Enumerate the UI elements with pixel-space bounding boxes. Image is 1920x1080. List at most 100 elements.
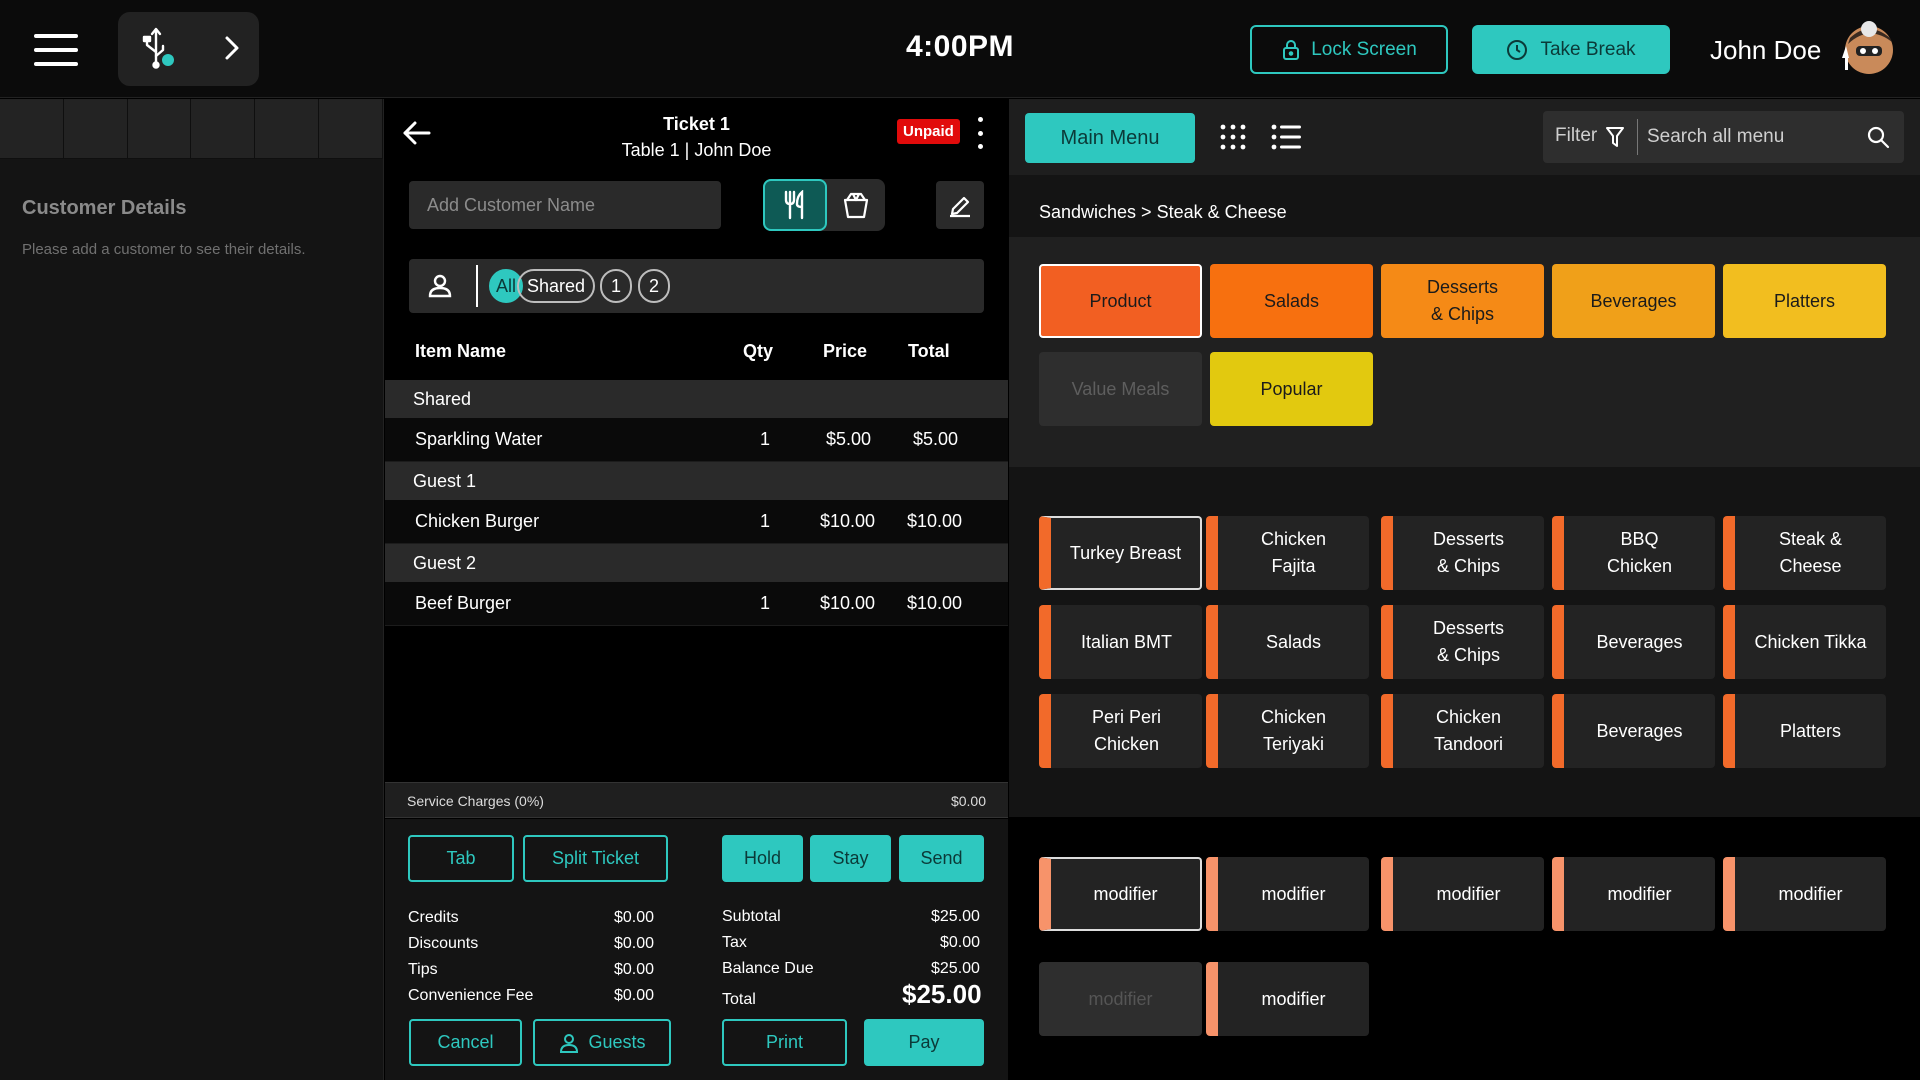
customer-name-input[interactable] [409,181,721,229]
item-total: $5.00 [913,429,959,449]
product-item[interactable]: Chicken Tandoori [1381,694,1544,768]
ticket-panel: Ticket 1 Table 1 | John Doe Unpaid All S… [385,99,1008,1080]
column-item-name: Item Name [415,341,507,361]
modifier-item[interactable]: modifier [1206,962,1369,1036]
category-product[interactable]: Product [1039,264,1202,338]
modifier-item[interactable]: modifier [1039,857,1202,931]
stay-button[interactable]: Stay [810,835,891,882]
modifier-grid: modifier modifier modifier modifier modi… [1009,817,1920,1080]
device-status-box [118,12,259,86]
menu-header: Main Menu Filter [1009,99,1920,175]
quick-tile[interactable] [191,99,256,159]
split-ticket-button[interactable]: Split Ticket [523,835,668,882]
table-row[interactable]: Chicken Burger 1 $10.00 $10.00 [385,500,1008,544]
product-item[interactable]: Desserts & Chips [1381,516,1544,590]
list-view-icon[interactable] [1271,123,1301,151]
credits-label: Credits [408,909,459,926]
credits-value: $0.00 [614,909,655,926]
take-break-button[interactable]: Take Break [1472,25,1670,74]
quick-tile[interactable] [63,99,128,159]
edit-ticket-button[interactable] [936,181,984,229]
hamburger-menu-icon[interactable] [34,34,78,66]
top-bar: 4:00PM Lock Screen Take Break John Doe [0,0,1920,98]
fork-knife-icon [784,190,804,220]
product-item[interactable]: Beverages [1552,694,1715,768]
ticket-title: Ticket 1 [663,114,730,134]
user-name: John Doe [1710,35,1822,65]
more-options-icon[interactable] [975,117,985,149]
category-value-meals[interactable]: Value Meals [1039,352,1202,426]
person-icon [425,271,455,301]
product-item[interactable]: Chicken Tikka [1723,605,1886,679]
cancel-button[interactable]: Cancel [409,1019,522,1066]
chevron-right-icon[interactable] [214,30,250,66]
total-label: Total [722,991,756,1008]
lock-screen-button[interactable]: Lock Screen [1250,25,1448,74]
dine-in-button[interactable] [763,179,827,231]
customer-panel: Customer Details Please add a customer t… [0,99,384,1080]
category-beverages[interactable]: Beverages [1552,264,1715,338]
table-row[interactable]: Beef Burger 1 $10.00 $10.00 [385,582,1008,626]
product-item[interactable]: Salads [1206,605,1369,679]
customer-details-title: Customer Details [22,197,187,219]
pay-button[interactable]: Pay [864,1019,984,1066]
back-arrow-icon[interactable] [399,115,435,151]
tax-value: $0.00 [940,934,981,951]
total-value: $25.00 [902,979,982,1009]
lock-screen-label: Lock Screen [1311,38,1417,60]
product-item[interactable]: BBQ Chicken [1552,516,1715,590]
quick-tile[interactable] [127,99,192,159]
send-button[interactable]: Send [899,835,984,882]
product-item[interactable]: Desserts & Chips [1381,605,1544,679]
product-item[interactable]: Platters [1723,694,1886,768]
guests-button[interactable]: Guests [533,1019,671,1066]
person-icon [560,1033,579,1053]
modifier-item[interactable]: modifier [1206,857,1369,931]
category-popular[interactable]: Popular [1210,352,1373,426]
modifier-item[interactable]: modifier [1381,857,1544,931]
category-desserts-chips[interactable]: Desserts & Chips [1381,264,1544,338]
quick-tile[interactable] [0,99,64,159]
quick-tile[interactable] [319,99,383,159]
product-item[interactable]: Chicken Fajita [1206,516,1369,590]
service-charges-label: Service Charges (0%) [407,793,544,809]
modifier-item[interactable]: modifier [1552,857,1715,931]
group-header: Guest 2 [385,544,1008,582]
search-input[interactable] [1647,119,1857,155]
item-name: Sparkling Water [415,429,543,449]
grid-view-icon[interactable] [1219,123,1247,151]
hold-button[interactable]: Hold [722,835,803,882]
group-header: Shared [385,380,1008,418]
search-icon[interactable] [1865,124,1891,150]
modifier-item[interactable]: modifier [1723,857,1886,931]
category-platters[interactable]: Platters [1723,264,1886,338]
guest-filter-shared[interactable]: Shared [517,269,595,303]
item-name: Chicken Burger [415,511,540,531]
product-item[interactable]: Chicken Teriyaki [1206,694,1369,768]
category-salads[interactable]: Salads [1210,264,1373,338]
filter-icon[interactable] [1605,126,1625,148]
item-qty: 1 [760,511,771,531]
filter-label[interactable]: Filter [1555,125,1598,146]
breadcrumb: Sandwiches > Steak & Cheese [1039,202,1287,222]
product-item[interactable]: Peri Peri Chicken [1039,694,1202,768]
product-item[interactable]: Steak & Cheese [1723,516,1886,590]
product-item[interactable]: Beverages [1552,605,1715,679]
takeout-button[interactable] [827,179,885,231]
table-row[interactable]: Sparkling Water 1 $5.00 $5.00 [385,418,1008,462]
guest-filter-1[interactable]: 1 [600,269,632,303]
print-button[interactable]: Print [722,1019,847,1066]
product-item[interactable]: Italian BMT [1039,605,1202,679]
guest-filter-2[interactable]: 2 [638,269,670,303]
quick-tiles [0,99,383,159]
tips-label: Tips [408,961,438,978]
quick-tile[interactable] [255,99,320,159]
ticket-summary: Tab Split Ticket Hold Stay Send Credits … [385,819,1008,1080]
tab-button[interactable]: Tab [408,835,514,882]
avatar[interactable] [1836,16,1898,78]
column-price: Price [823,341,868,361]
product-item[interactable]: Turkey Breast [1039,516,1202,590]
usb-connection-icon [136,26,182,72]
subtotal-value: $25.00 [931,908,980,925]
main-menu-button[interactable]: Main Menu [1025,113,1195,163]
